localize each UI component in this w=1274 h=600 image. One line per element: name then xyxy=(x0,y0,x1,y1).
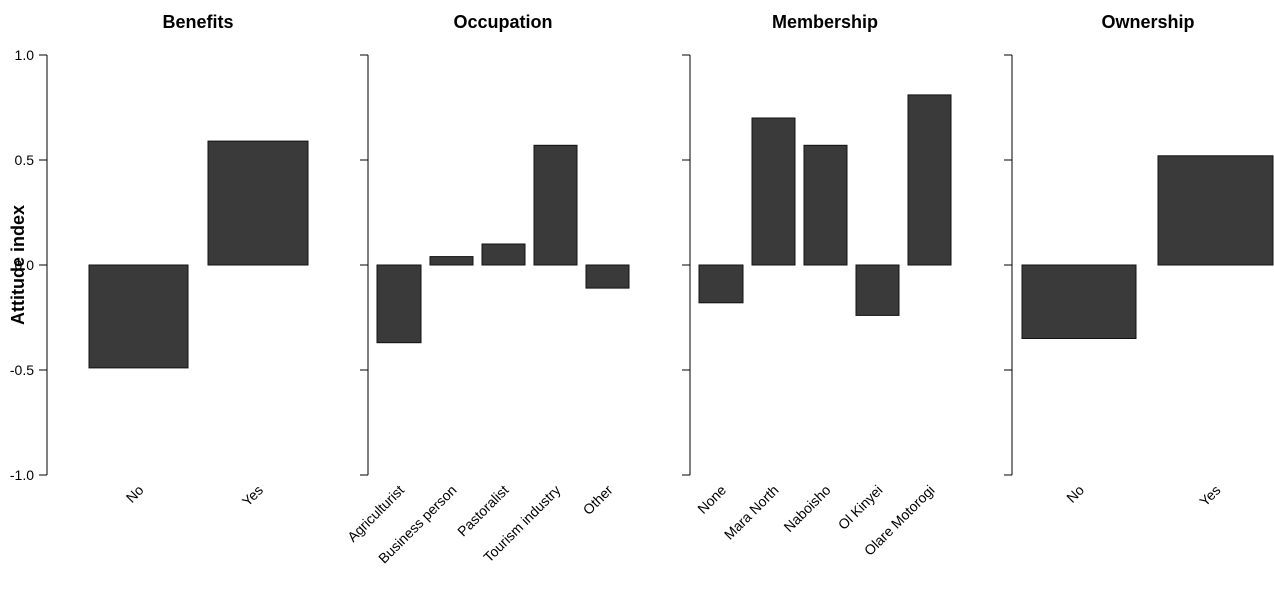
panel-benefits: Benefits 1.0 0.5 0.0 -0.5 -1.0 No Yes xyxy=(10,12,309,509)
category-label: No xyxy=(123,482,147,506)
bar-other xyxy=(585,264,630,289)
bar-no xyxy=(88,264,189,369)
category-label: No xyxy=(1063,482,1087,506)
bar-none xyxy=(698,264,744,304)
panels: Benefits 1.0 0.5 0.0 -0.5 -1.0 No Yes Occupation… xyxy=(10,12,1274,566)
bar-no xyxy=(1021,264,1137,339)
bar-mara-north xyxy=(751,117,796,266)
category-label: Other xyxy=(580,482,616,518)
category-label: Ol Kinyei xyxy=(835,482,886,533)
bar-ol-kinyei xyxy=(855,264,900,316)
panel-title: Occupation xyxy=(453,12,552,32)
y-tick-label: 0.0 xyxy=(15,257,35,273)
bar-tourism-industry xyxy=(533,144,578,266)
category-label: None xyxy=(694,482,729,517)
bar-olare-motorogi xyxy=(907,94,952,266)
panel-title: Membership xyxy=(772,12,878,32)
panel-ownership: Ownership No Yes xyxy=(1004,12,1274,509)
category-label: Mara North xyxy=(721,482,782,543)
y-tick-label: -0.5 xyxy=(10,362,34,378)
bar-business-person xyxy=(429,256,474,266)
y-tick-label: -1.0 xyxy=(10,467,34,483)
panel-title: Ownership xyxy=(1101,12,1194,32)
category-label: Naboisho xyxy=(780,482,833,535)
category-label: Yes xyxy=(1196,482,1223,509)
bar-yes xyxy=(207,140,309,266)
bar-pastoralist xyxy=(481,243,526,266)
y-axis-label: Attitude index xyxy=(8,205,28,325)
bar-agriculturist xyxy=(376,264,422,344)
category-label: Yes xyxy=(239,482,266,509)
y-tick-label: 1.0 xyxy=(15,47,35,63)
y-tick-label: 0.5 xyxy=(15,152,35,168)
panel-title: Benefits xyxy=(162,12,233,32)
bar-naboisho xyxy=(803,144,848,266)
bar-yes xyxy=(1157,155,1274,266)
